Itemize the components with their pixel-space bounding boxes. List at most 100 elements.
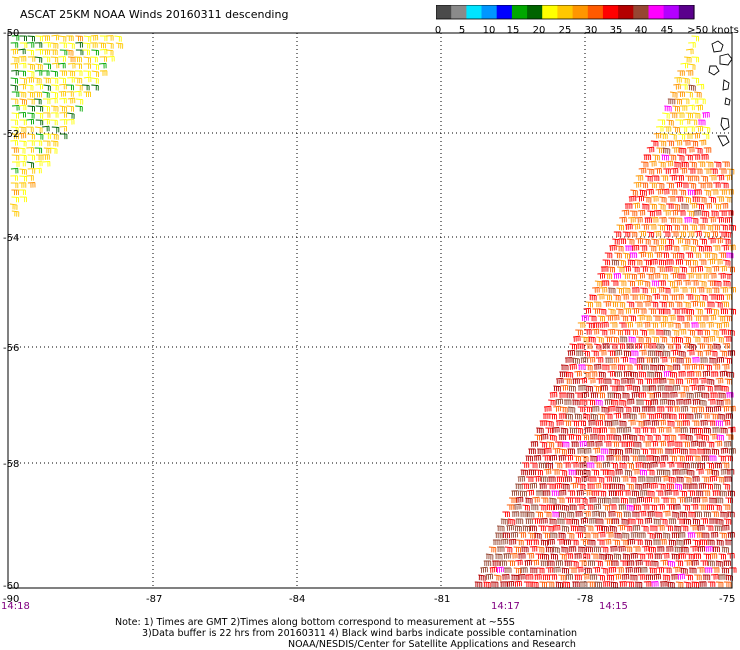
wind-barb xyxy=(616,266,625,273)
wind-barb xyxy=(34,167,42,174)
wind-barb xyxy=(573,335,581,342)
wind-barb xyxy=(656,182,665,189)
wind-barb xyxy=(508,497,517,503)
wind-barb xyxy=(626,398,635,405)
wind-barb xyxy=(678,231,686,237)
wind-barb xyxy=(643,399,651,406)
wind-barb xyxy=(528,448,536,454)
wind-barb xyxy=(677,496,685,503)
wind-barb xyxy=(680,525,689,532)
wind-barb xyxy=(540,433,549,440)
wind-barb xyxy=(692,154,701,160)
wind-barb xyxy=(653,476,662,482)
wind-barb xyxy=(490,581,499,588)
wind-barb xyxy=(558,574,566,581)
wind-barb xyxy=(705,161,714,168)
wind-barb xyxy=(721,182,729,189)
wind-barb xyxy=(10,63,19,69)
wind-barb xyxy=(719,490,727,497)
wind-barb xyxy=(716,216,724,223)
wind-barb xyxy=(564,560,572,567)
wind-barb xyxy=(669,174,677,181)
wind-barb xyxy=(27,63,36,70)
wind-barb xyxy=(711,308,719,315)
wind-barb xyxy=(644,539,652,546)
wind-barb xyxy=(483,560,492,566)
wind-barb xyxy=(621,209,630,216)
wind-barb xyxy=(616,385,625,392)
wind-barb xyxy=(680,62,689,69)
wind-barb xyxy=(650,560,659,567)
wind-barb xyxy=(18,104,27,111)
wind-barb xyxy=(652,377,661,384)
wind-barb xyxy=(50,56,59,63)
wind-barb xyxy=(614,252,622,259)
wind-barb xyxy=(680,224,689,231)
wind-barb xyxy=(688,343,697,350)
colorbar-label-40: 40 xyxy=(634,25,648,36)
wind-barb xyxy=(582,413,591,420)
island-outline xyxy=(720,117,730,131)
wind-barb xyxy=(65,49,74,56)
wind-barb xyxy=(66,35,74,41)
lat-label-52: -52 xyxy=(3,129,19,140)
wind-barb xyxy=(611,357,620,363)
wind-barb xyxy=(538,462,546,469)
wind-barb xyxy=(565,497,573,503)
wind-barb xyxy=(698,259,707,265)
wind-barb xyxy=(696,83,705,90)
wind-barb xyxy=(705,546,713,552)
wind-barb xyxy=(614,511,623,518)
wind-barb xyxy=(680,203,689,210)
wind-barb xyxy=(619,216,627,223)
colorbar-label-0: 0 xyxy=(434,25,442,36)
wind-barb xyxy=(712,245,721,251)
wind-barb xyxy=(641,364,649,370)
wind-barb xyxy=(719,265,727,272)
wind-barb xyxy=(530,504,539,511)
wind-barb xyxy=(577,322,586,328)
wind-barb xyxy=(687,189,695,196)
wind-barb xyxy=(715,237,723,244)
wind-barb xyxy=(622,273,630,279)
wind-barb xyxy=(499,560,507,566)
wind-barb xyxy=(607,287,616,294)
wind-barb xyxy=(540,476,548,482)
wind-barb xyxy=(705,525,714,531)
wind-barb xyxy=(632,385,641,392)
wind-barb xyxy=(511,574,519,581)
wind-barb xyxy=(66,118,75,125)
wind-barb xyxy=(630,455,638,462)
wind-barb xyxy=(727,511,735,518)
wind-barb xyxy=(67,97,76,104)
wind-barb xyxy=(678,147,687,154)
wind-barb xyxy=(665,364,673,372)
wind-barb xyxy=(531,539,539,545)
wind-barb xyxy=(697,567,705,573)
wind-barb xyxy=(634,364,642,370)
colorbar-label-25: 25 xyxy=(558,25,572,36)
wind-barb xyxy=(43,63,51,70)
wind-barb xyxy=(576,447,585,454)
wind-barb xyxy=(539,420,548,426)
wind-barb xyxy=(679,490,687,497)
wind-barb xyxy=(696,245,704,252)
wind-barb xyxy=(647,490,655,497)
wind-barb xyxy=(672,447,680,454)
wind-barb xyxy=(504,546,513,553)
wind-barb xyxy=(669,391,678,398)
wind-barb xyxy=(579,560,587,566)
wind-barb xyxy=(676,476,684,483)
wind-barb xyxy=(515,559,523,566)
wind-barb xyxy=(685,91,693,98)
wind-barb xyxy=(659,581,668,587)
wind-barb xyxy=(662,112,670,119)
wind-barb xyxy=(612,476,620,483)
wind-barb xyxy=(605,357,613,363)
wind-barb xyxy=(683,336,692,343)
wind-barb xyxy=(682,238,691,245)
wind-barb xyxy=(35,119,44,126)
wind-barb xyxy=(515,483,523,490)
wind-barb xyxy=(592,308,600,314)
wind-barb xyxy=(662,147,671,154)
